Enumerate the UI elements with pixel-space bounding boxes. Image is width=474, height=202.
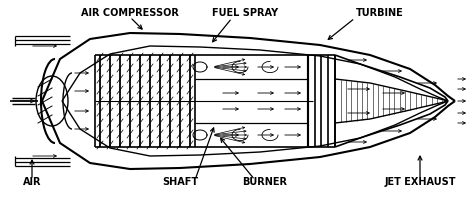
- Text: SHAFT: SHAFT: [162, 176, 198, 186]
- Text: FUEL SPRAY: FUEL SPRAY: [212, 8, 278, 18]
- Text: AIR: AIR: [23, 176, 41, 186]
- Text: BURNER: BURNER: [243, 176, 288, 186]
- Text: TURBINE: TURBINE: [356, 8, 404, 18]
- Text: JET EXHAUST: JET EXHAUST: [384, 176, 456, 186]
- Text: AIR COMPRESSOR: AIR COMPRESSOR: [81, 8, 179, 18]
